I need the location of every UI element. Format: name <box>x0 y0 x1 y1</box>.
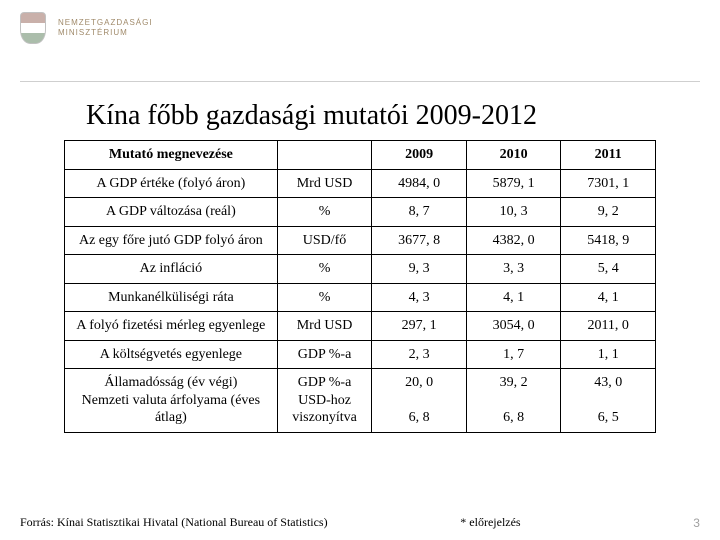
unit-line-2: USD-hoz viszonyítva <box>292 393 357 426</box>
cell-2011: 1, 1 <box>561 340 656 369</box>
cell-indicator: Az infláció <box>65 255 278 284</box>
cell-2009: 9, 3 <box>372 255 467 284</box>
cell-unit: % <box>277 198 372 227</box>
cell-2010: 39, 2 6, 8 <box>466 369 561 433</box>
cell-indicator: A GDP értéke (folyó áron) <box>65 169 278 198</box>
cell-2011: 4, 1 <box>561 283 656 312</box>
slide-footer: Forrás: Kínai Statisztikai Hivatal (Nati… <box>20 515 700 530</box>
cell-2010: 3054, 0 <box>466 312 561 341</box>
cell-2009: 20, 0 6, 8 <box>372 369 467 433</box>
table-row: Az egy főre jutó GDP folyó áron USD/fő 3… <box>65 226 656 255</box>
cell-2009: 4984, 0 <box>372 169 467 198</box>
table-body: A GDP értéke (folyó áron) Mrd USD 4984, … <box>65 169 656 432</box>
value-line-1: 43, 0 <box>594 375 622 390</box>
indicator-line-2: Nemzeti valuta árfolyama (éves átlag) <box>82 393 260 426</box>
value-line-2: 6, 8 <box>409 410 430 425</box>
header-divider <box>20 81 700 82</box>
cell-indicator: A GDP változása (reál) <box>65 198 278 227</box>
value-line-1: 20, 0 <box>405 375 433 390</box>
cell-2009: 3677, 8 <box>372 226 467 255</box>
page-number: 3 <box>693 516 700 530</box>
forecast-note: * előrejelzés <box>460 515 560 530</box>
ministry-line-2: Minisztérium <box>58 28 128 37</box>
table-container: Mutató megnevezése 2009 2010 2011 A GDP … <box>0 140 720 433</box>
table-row-double: Államadósság (év végi) Nemzeti valuta ár… <box>65 369 656 433</box>
table-row: A GDP változása (reál) % 8, 7 10, 3 9, 2 <box>65 198 656 227</box>
slide-title: Kína főbb gazdasági mutatói 2009-2012 <box>0 82 720 140</box>
header-unit <box>277 141 372 170</box>
cell-2011: 9, 2 <box>561 198 656 227</box>
unit-line-1: GDP %-a <box>298 375 352 390</box>
cell-indicator: Államadósság (év végi) Nemzeti valuta ár… <box>65 369 278 433</box>
table-row: A folyó fizetési mérleg egyenlege Mrd US… <box>65 312 656 341</box>
header-year-2009: 2009 <box>372 141 467 170</box>
cell-2010: 1, 7 <box>466 340 561 369</box>
cell-unit: GDP %-a USD-hoz viszonyítva <box>277 369 372 433</box>
cell-2009: 2, 3 <box>372 340 467 369</box>
cell-2009: 8, 7 <box>372 198 467 227</box>
ministry-name: Nemzetgazdasági Minisztérium <box>50 18 153 37</box>
cell-unit: Mrd USD <box>277 312 372 341</box>
cell-unit: GDP %-a <box>277 340 372 369</box>
cell-2010: 4382, 0 <box>466 226 561 255</box>
slide-header: Nemzetgazdasági Minisztérium <box>0 0 720 82</box>
value-line-2: 6, 5 <box>598 410 619 425</box>
indicator-line-1: Államadósság (év végi) <box>104 375 237 390</box>
table-row: Az infláció % 9, 3 3, 3 5, 4 <box>65 255 656 284</box>
cell-unit: USD/fő <box>277 226 372 255</box>
cell-unit: Mrd USD <box>277 169 372 198</box>
slide: Nemzetgazdasági Minisztérium Kína főbb g… <box>0 0 720 540</box>
cell-indicator: Az egy főre jutó GDP folyó áron <box>65 226 278 255</box>
table-header-row: Mutató megnevezése 2009 2010 2011 <box>65 141 656 170</box>
ministry-line-1: Nemzetgazdasági <box>58 18 153 27</box>
cell-unit: % <box>277 283 372 312</box>
table-row: A GDP értéke (folyó áron) Mrd USD 4984, … <box>65 169 656 198</box>
cell-2011: 43, 0 6, 5 <box>561 369 656 433</box>
cell-2010: 3, 3 <box>466 255 561 284</box>
table-row: Munkanélküliségi ráta % 4, 3 4, 1 4, 1 <box>65 283 656 312</box>
cell-indicator: Munkanélküliségi ráta <box>65 283 278 312</box>
cell-2009: 4, 3 <box>372 283 467 312</box>
source-note: Forrás: Kínai Statisztikai Hivatal (Nati… <box>20 515 328 530</box>
cell-2010: 5879, 1 <box>466 169 561 198</box>
cell-2010: 10, 3 <box>466 198 561 227</box>
cell-unit: % <box>277 255 372 284</box>
table-row: A költségvetés egyenlege GDP %-a 2, 3 1,… <box>65 340 656 369</box>
header-year-2010: 2010 <box>466 141 561 170</box>
value-line-2: 6, 8 <box>503 410 524 425</box>
indicators-table: Mutató megnevezése 2009 2010 2011 A GDP … <box>64 140 656 433</box>
cell-indicator: A költségvetés egyenlege <box>65 340 278 369</box>
cell-2011: 5, 4 <box>561 255 656 284</box>
header-indicator: Mutató megnevezése <box>65 141 278 170</box>
cell-indicator: A folyó fizetési mérleg egyenlege <box>65 312 278 341</box>
cell-2011: 5418, 9 <box>561 226 656 255</box>
cell-2009: 297, 1 <box>372 312 467 341</box>
cell-2010: 4, 1 <box>466 283 561 312</box>
coat-of-arms-icon <box>20 12 46 44</box>
cell-2011: 7301, 1 <box>561 169 656 198</box>
value-line-1: 39, 2 <box>500 375 528 390</box>
cell-2011: 2011, 0 <box>561 312 656 341</box>
header-year-2011: 2011 <box>561 141 656 170</box>
